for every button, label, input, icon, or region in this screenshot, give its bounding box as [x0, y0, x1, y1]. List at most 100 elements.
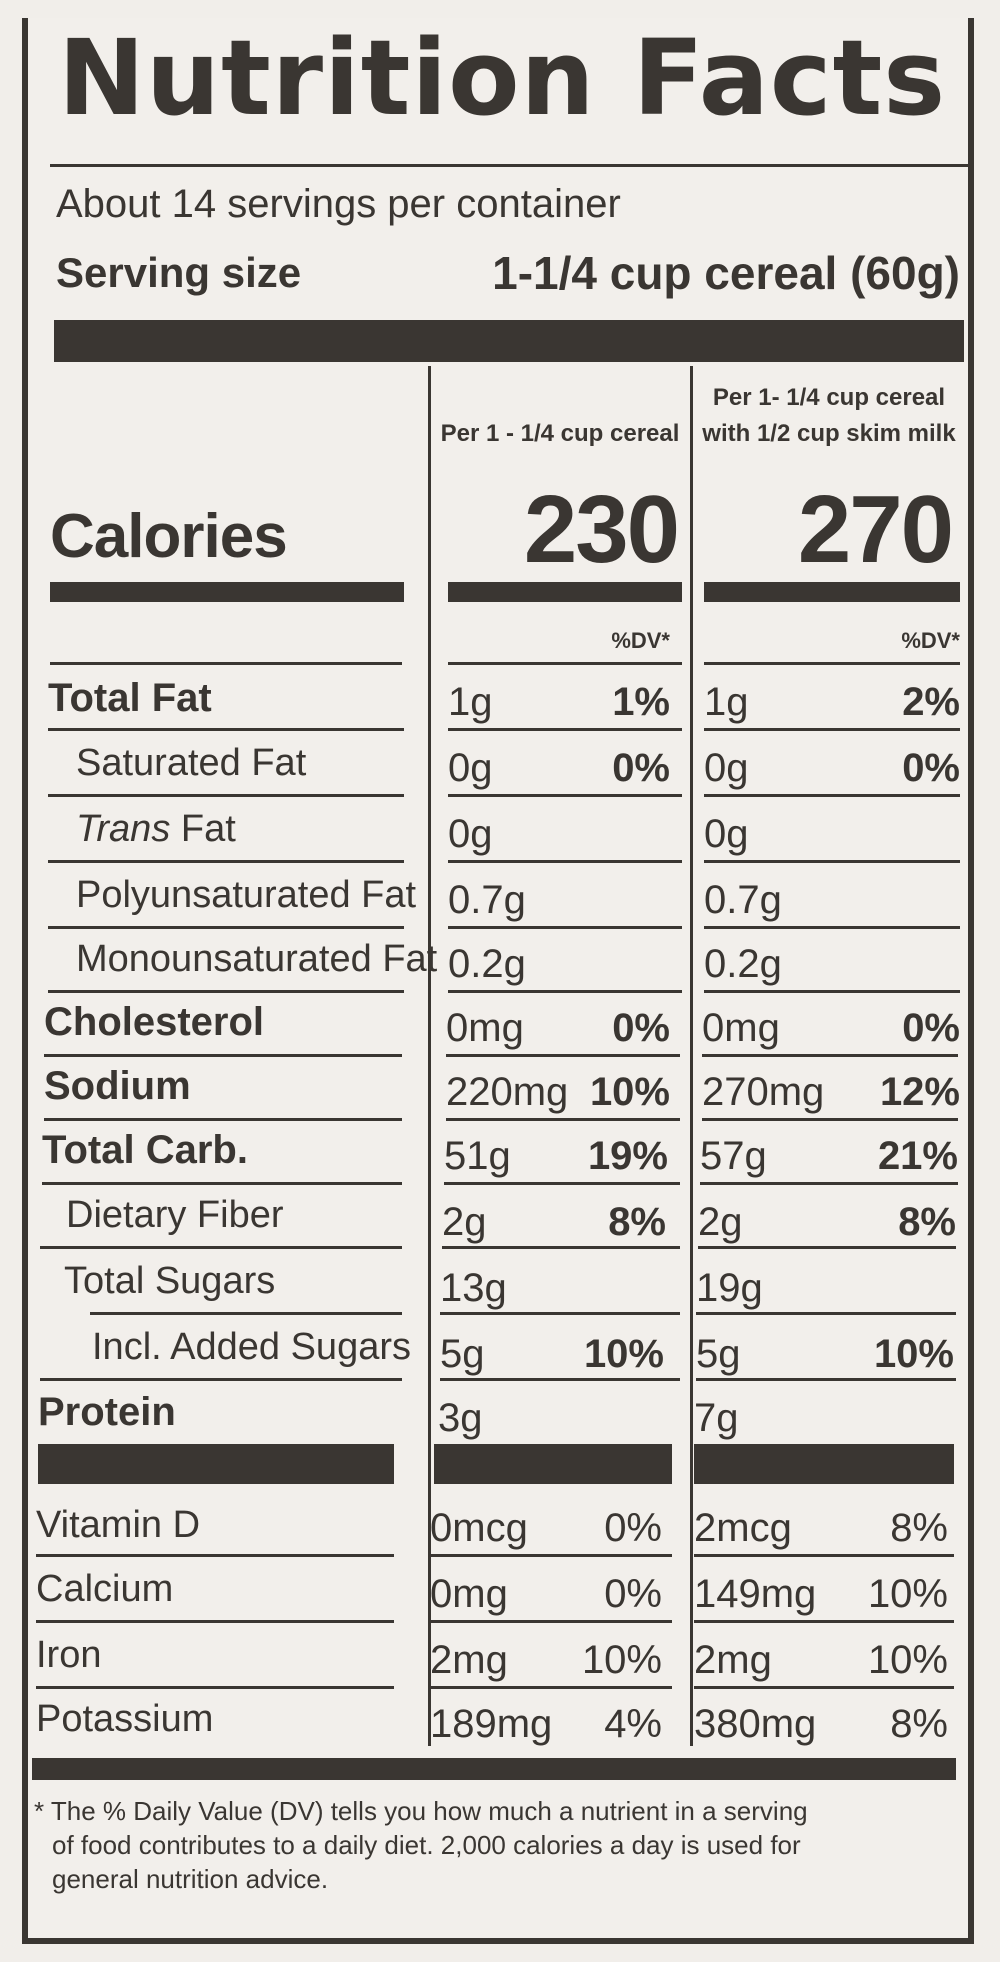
row-col1-dv-dietary-fiber: 8%: [608, 1200, 666, 1244]
row-col2-amount-cholesterol: 0mg: [702, 1006, 780, 1050]
col-divider-2: [690, 366, 693, 1746]
row-col2-amount-monounsaturated-fat: 0.2g: [704, 942, 782, 986]
row-col2-dv-total-carb: 21%: [877, 1134, 958, 1178]
dv-rule-col2: [704, 662, 960, 665]
row-label-total-carb: Total Carb.: [42, 1128, 248, 1172]
row-col1-dv-added-sugars: 10%: [583, 1332, 664, 1376]
row-rule-label-0: [48, 728, 404, 731]
row-rule-label-4: [48, 990, 404, 993]
row-rule-col1-3: [448, 926, 682, 929]
row-col1-amount-polyunsaturated-fat: 0.7g: [448, 878, 526, 922]
row-col1-dv-total-carb: 19%: [587, 1134, 668, 1178]
vit-col1-amount-potassium: 189mg: [430, 1702, 553, 1746]
row-col1-amount-dietary-fiber: 2g: [442, 1200, 487, 1244]
col-divider-1: [428, 366, 431, 1746]
row-rule-col1-5: [446, 1054, 680, 1057]
row-rule-label-5: [44, 1054, 402, 1057]
vit-rule-col2-1: [694, 1620, 954, 1623]
calories-label: Calories: [50, 502, 288, 571]
row-col2-amount-saturated-fat: 0g: [704, 746, 749, 790]
row-col2-amount-total-carb: 57g: [700, 1134, 767, 1178]
row-rule-label-2: [48, 860, 404, 863]
row-rule-col1-0: [448, 728, 682, 731]
row-rule-col2-4: [704, 990, 960, 993]
thick-bar-bottom: [32, 1758, 956, 1780]
row-rule-col2-2: [704, 860, 960, 863]
row-col2-dv-total-fat: 2%: [902, 680, 960, 724]
row-label-polyunsaturated-fat: Polyunsaturated Fat: [76, 874, 417, 916]
col1-header: Per 1 - 1/4 cup cereal: [440, 420, 680, 447]
vit-col2-dv-calcium: 10%: [867, 1572, 948, 1616]
row-col2-dv-sodium: 12%: [879, 1070, 960, 1114]
serving-size-label: Serving size: [56, 249, 302, 296]
row-rule-label-1: [48, 794, 404, 797]
row-label-trans-fat: Trans Fat: [76, 810, 236, 848]
row-rule-col1-2: [448, 860, 682, 863]
row-rule-col1-10: [440, 1378, 680, 1381]
footnote-line-2: of food contributes to a daily diet. 2,0…: [52, 1830, 801, 1860]
footnote-line-1: * The % Daily Value (DV) tells you how m…: [34, 1796, 808, 1826]
row-col2-amount-dietary-fiber: 2g: [698, 1200, 743, 1244]
vit-label-iron: Iron: [36, 1634, 102, 1676]
row-col2-dv-cholesterol: 0%: [902, 1006, 960, 1050]
row-rule-col2-8: [698, 1246, 956, 1249]
row-label-total-fat: Total Fat: [48, 676, 212, 720]
row-rule-col2-6: [702, 1118, 958, 1121]
row-col2-amount-sodium: 270mg: [702, 1070, 825, 1114]
vit-col1-dv-calcium: 0%: [604, 1572, 662, 1616]
row-col1-amount-added-sugars: 5g: [440, 1332, 485, 1376]
row-label-monounsaturated-fat: Monounsaturated Fat: [76, 938, 438, 980]
trans-rest: Fat: [170, 808, 236, 850]
dv-rule-label: [50, 662, 402, 665]
vit-rule-col2-2: [694, 1686, 954, 1689]
calories-bar-col1: [448, 582, 682, 602]
row-rule-label-10: [40, 1378, 402, 1381]
vit-label-potassium: Potassium: [36, 1698, 214, 1740]
row-col1-amount-total-sugars: 13g: [440, 1266, 507, 1310]
row-rule-col2-10: [696, 1378, 956, 1381]
row-col1-amount-protein: 3g: [438, 1396, 483, 1440]
vit-col2-amount-calcium: 149mg: [694, 1572, 817, 1616]
calories-bar-label: [50, 582, 404, 602]
row-col1-amount-cholesterol: 0mg: [446, 1006, 524, 1050]
vit-col1-dv-iron: 10%: [581, 1638, 662, 1682]
vit-col2-amount-vitamin-d: 2mcg: [694, 1506, 792, 1550]
serving-size-value: 1-1/4 cup cereal (60g): [492, 247, 960, 299]
row-rule-col2-9: [696, 1312, 956, 1315]
row-rule-col2-3: [704, 926, 960, 929]
row-rule-col1-7: [444, 1182, 680, 1185]
calories-value-2: 270: [797, 476, 954, 583]
row-col1-dv-sodium: 10%: [589, 1070, 670, 1114]
row-col2-amount-protein: 7g: [694, 1396, 739, 1440]
row-rule-col2-1: [704, 794, 960, 797]
dv-rule-col1: [448, 662, 682, 665]
col2-header-line1: Per 1- 1/4 cup cereal: [712, 384, 946, 411]
row-col1-amount-monounsaturated-fat: 0.2g: [448, 942, 526, 986]
vit-col1-amount-vitamin-d: 0mcg: [430, 1506, 528, 1550]
row-label-saturated-fat: Saturated Fat: [76, 742, 307, 784]
row-col1-amount-saturated-fat: 0g: [448, 746, 493, 790]
row-rule-col1-9: [440, 1312, 680, 1315]
row-rule-col1-6: [446, 1118, 680, 1121]
calories-value-1: 230: [523, 476, 680, 583]
vit-col2-amount-iron: 2mg: [694, 1638, 772, 1682]
vit-rule-col1-2: [430, 1686, 672, 1689]
vit-col1-dv-vitamin-d: 0%: [604, 1506, 662, 1550]
vit-col1-amount-iron: 2mg: [430, 1638, 508, 1682]
row-label-cholesterol: Cholesterol: [44, 1000, 265, 1044]
row-label-added-sugars: Incl. Added Sugars: [92, 1326, 411, 1368]
row-rule-col2-0: [704, 728, 960, 731]
vit-rule-col2-0: [694, 1554, 954, 1557]
vit-rule-label-2: [36, 1686, 394, 1689]
calories-bar-col2: [704, 582, 960, 602]
row-col1-amount-trans-fat: 0g: [448, 812, 493, 856]
vit-col2-dv-potassium: 8%: [890, 1702, 948, 1746]
vit-rule-label-0: [36, 1554, 394, 1557]
row-rule-label-3: [48, 926, 404, 929]
row-rule-label-8: [40, 1246, 402, 1249]
servings-per-container: About 14 servings per container: [56, 182, 621, 226]
row-col1-amount-total-carb: 51g: [444, 1134, 511, 1178]
vit-rule-label-1: [36, 1620, 394, 1623]
row-col2-amount-polyunsaturated-fat: 0.7g: [704, 878, 782, 922]
row-label-sodium: Sodium: [44, 1064, 191, 1108]
